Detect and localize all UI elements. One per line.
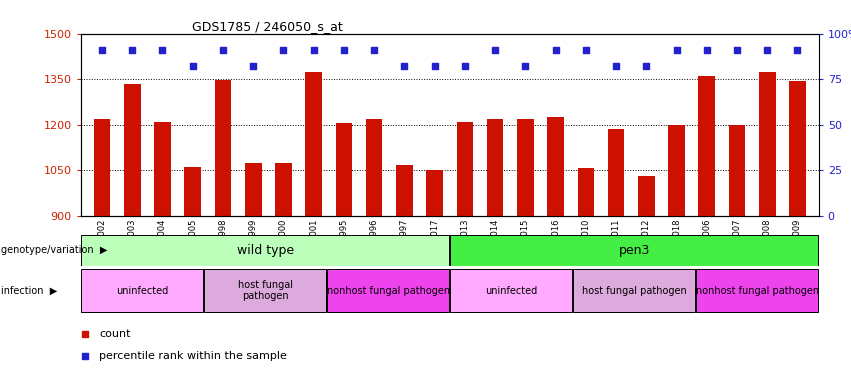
Point	[791, 46, 804, 53]
Text: GSM71016: GSM71016	[551, 218, 560, 264]
Text: GSM71006: GSM71006	[702, 218, 711, 264]
Text: uninfected: uninfected	[117, 286, 168, 296]
Text: wild type: wild type	[237, 244, 294, 257]
Bar	[366, 118, 382, 216]
Point	[368, 46, 381, 53]
Point	[186, 63, 199, 69]
Bar	[124, 84, 140, 216]
Bar	[185, 166, 201, 216]
Text: GSM71005: GSM71005	[188, 218, 197, 264]
Text: GSM71011: GSM71011	[612, 218, 620, 264]
Text: GSM71003: GSM71003	[128, 218, 137, 264]
Text: host fungal pathogen: host fungal pathogen	[582, 286, 687, 296]
Bar	[306, 72, 322, 216]
Bar	[426, 170, 443, 216]
Bar	[82, 235, 449, 266]
Bar	[578, 168, 594, 216]
Text: GSM71012: GSM71012	[642, 218, 651, 264]
Point	[337, 46, 351, 53]
Point	[95, 46, 109, 53]
Text: GDS1785 / 246050_s_at: GDS1785 / 246050_s_at	[191, 20, 342, 33]
Bar	[728, 125, 745, 216]
Text: GSM71004: GSM71004	[158, 218, 167, 264]
Point	[761, 46, 774, 53]
Point	[277, 46, 290, 53]
Point	[639, 63, 653, 69]
Text: GSM70996: GSM70996	[369, 218, 379, 264]
Point	[609, 63, 623, 69]
Text: percentile rank within the sample: percentile rank within the sample	[100, 351, 287, 361]
Bar	[608, 129, 625, 216]
Text: genotype/variation  ▶: genotype/variation ▶	[1, 245, 107, 255]
Bar	[699, 76, 715, 216]
Point	[549, 46, 563, 53]
Point	[125, 46, 139, 53]
Point	[247, 63, 260, 69]
Text: GSM71008: GSM71008	[762, 218, 772, 264]
Text: GSM70995: GSM70995	[340, 218, 348, 264]
Text: GSM71009: GSM71009	[793, 218, 802, 264]
Bar	[517, 119, 534, 216]
Text: GSM71000: GSM71000	[279, 218, 288, 264]
Text: GSM71007: GSM71007	[733, 218, 741, 264]
Bar	[335, 123, 352, 216]
Point	[518, 63, 532, 69]
Bar	[574, 269, 695, 312]
Point	[700, 46, 714, 53]
Text: GSM71014: GSM71014	[491, 218, 500, 264]
Bar	[450, 269, 572, 312]
Bar	[450, 235, 818, 266]
Bar	[396, 165, 413, 216]
Text: nonhost fungal pathogen: nonhost fungal pathogen	[327, 286, 450, 296]
Bar	[547, 117, 564, 216]
Point	[730, 46, 744, 53]
Bar	[214, 80, 231, 216]
Text: GSM71018: GSM71018	[672, 218, 681, 264]
Point	[397, 63, 411, 69]
Point	[458, 63, 471, 69]
Bar	[696, 269, 818, 312]
Bar	[204, 269, 326, 312]
Bar	[82, 269, 203, 312]
Point	[307, 46, 321, 53]
Text: infection  ▶: infection ▶	[1, 286, 57, 296]
Bar	[94, 118, 111, 216]
Text: nonhost fungal pathogen: nonhost fungal pathogen	[695, 286, 819, 296]
Bar	[638, 176, 654, 216]
Text: GSM70999: GSM70999	[248, 218, 258, 264]
Text: GSM70998: GSM70998	[219, 218, 227, 264]
Bar	[245, 164, 261, 216]
Bar	[759, 72, 775, 216]
Text: pen3: pen3	[619, 244, 650, 257]
Bar	[668, 124, 685, 216]
Text: GSM71015: GSM71015	[521, 218, 530, 264]
Text: GSM71013: GSM71013	[460, 218, 470, 264]
Bar	[154, 122, 171, 216]
Point	[156, 46, 169, 53]
Text: host fungal
pathogen: host fungal pathogen	[237, 280, 293, 302]
Bar	[789, 81, 806, 216]
Bar	[328, 269, 449, 312]
Point	[670, 46, 683, 53]
Point	[579, 46, 592, 53]
Bar	[487, 119, 504, 216]
Point	[428, 63, 442, 69]
Point	[488, 46, 502, 53]
Bar	[456, 122, 473, 216]
Text: GSM70997: GSM70997	[400, 218, 408, 264]
Point	[292, 35, 306, 41]
Point	[216, 46, 230, 53]
Bar	[275, 164, 292, 216]
Text: GSM71010: GSM71010	[581, 218, 591, 264]
Text: GSM71002: GSM71002	[98, 218, 106, 264]
Point	[292, 240, 306, 246]
Text: count: count	[100, 329, 131, 339]
Text: GSM71017: GSM71017	[430, 218, 439, 264]
Text: uninfected: uninfected	[485, 286, 537, 296]
Text: GSM71001: GSM71001	[309, 218, 318, 264]
